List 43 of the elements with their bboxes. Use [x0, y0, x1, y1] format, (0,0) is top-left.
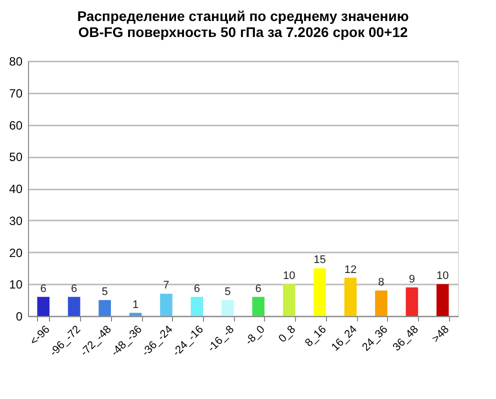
bar	[375, 290, 388, 316]
x-tick-label: 0_8	[276, 324, 298, 345]
bar	[282, 284, 296, 316]
bar	[222, 300, 234, 316]
data-label: 6	[194, 282, 200, 295]
bar	[160, 294, 172, 316]
bar	[190, 296, 204, 316]
y-tick-label: 40	[9, 182, 23, 196]
y-tick-label: 30	[9, 214, 23, 228]
x-tick-label: >48	[430, 324, 452, 346]
bar	[252, 296, 264, 316]
data-label: 1	[132, 298, 139, 311]
y-tick-label: 20	[9, 246, 23, 260]
x-tick-label: -8_0	[243, 324, 268, 348]
data-label: 6	[40, 282, 46, 295]
data-label: 8	[378, 276, 384, 288]
data-label: 7	[163, 280, 170, 292]
x-tick-label: <-96	[28, 324, 52, 348]
y-tick-label: 70	[9, 86, 23, 100]
data-label: 12	[344, 264, 357, 276]
bar	[68, 296, 80, 316]
bar	[344, 278, 357, 316]
data-label: 15	[314, 254, 326, 266]
data-label: 10	[436, 270, 449, 282]
bar	[129, 312, 142, 316]
data-label: 9	[408, 273, 415, 286]
data-label: 6	[71, 282, 78, 295]
y-tick-label: 60	[9, 118, 23, 132]
text: Распределение станций по среднему значению	[77, 8, 409, 24]
bar	[98, 300, 111, 316]
text: OB-FG поверхность 50 гПа за 7.2026 срок 00+12	[78, 24, 408, 40]
data-label: 5	[224, 286, 231, 298]
y-tick-label: 10	[9, 278, 23, 292]
data-label: 10	[282, 270, 296, 282]
data-label: 5	[102, 286, 108, 298]
bar	[37, 296, 50, 316]
data-label: 6	[255, 282, 262, 295]
y-tick-label: 80	[9, 54, 23, 68]
y-tick-label: 0	[16, 310, 23, 324]
bar	[314, 268, 326, 316]
bar	[406, 287, 418, 316]
y-tick-label: 50	[9, 150, 23, 164]
bar	[436, 284, 449, 316]
